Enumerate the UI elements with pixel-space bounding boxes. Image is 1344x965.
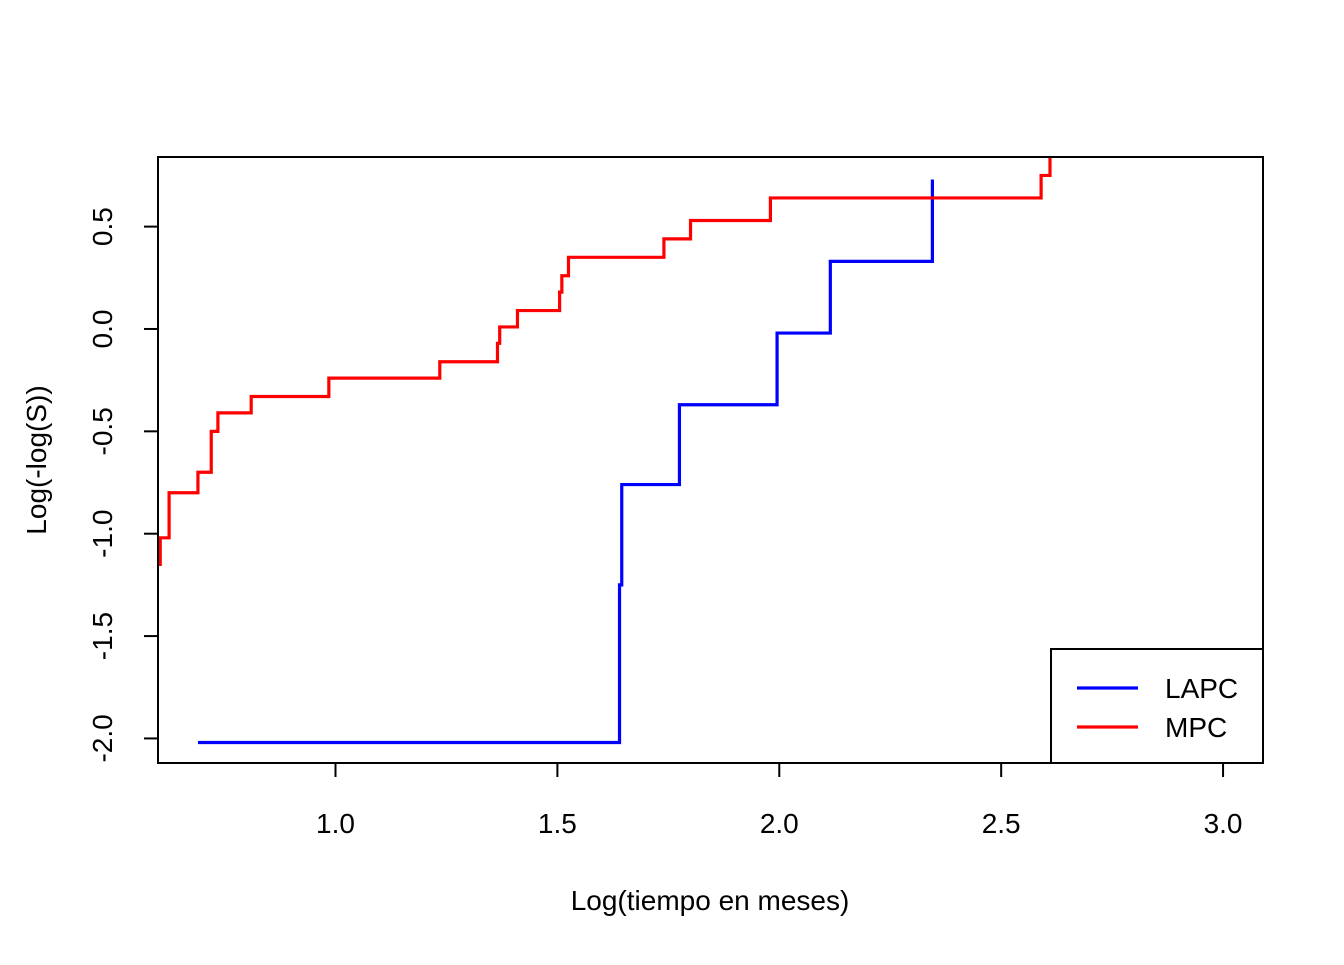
- y-axis: -2.0 -1.5 -1.0 -0.5 0.0 0.5: [87, 207, 159, 763]
- series-layer: [158, 157, 1052, 745]
- series-line-lapc: [197, 179, 934, 745]
- x-axis-label: Log(tiempo en meses): [571, 885, 850, 916]
- x-tick-label: 2.5: [982, 808, 1021, 839]
- legend-label-lapc: LAPC: [1165, 673, 1238, 704]
- x-axis: 1.0 1.5 2.0 2.5 3.0: [316, 762, 1243, 839]
- x-tick-label: 1.5: [538, 808, 577, 839]
- x-tick-label: 2.0: [760, 808, 799, 839]
- y-axis-label: Log(-log(S)): [21, 385, 52, 534]
- legend-label-mpc: MPC: [1165, 712, 1227, 743]
- y-tick-label: -1.0: [87, 510, 118, 558]
- x-tick-label: 3.0: [1204, 808, 1243, 839]
- x-tick-label: 1.0: [316, 808, 355, 839]
- legend-box: [1050, 648, 1264, 764]
- y-tick-label: 0.0: [87, 310, 118, 349]
- y-tick-label: -2.0: [87, 714, 118, 762]
- series-line-mpc: [158, 157, 1052, 567]
- y-tick-label: -1.5: [87, 612, 118, 660]
- legend: LAPC MPC: [1050, 648, 1264, 764]
- y-tick-label: 0.5: [87, 207, 118, 246]
- y-tick-label: -0.5: [87, 407, 118, 455]
